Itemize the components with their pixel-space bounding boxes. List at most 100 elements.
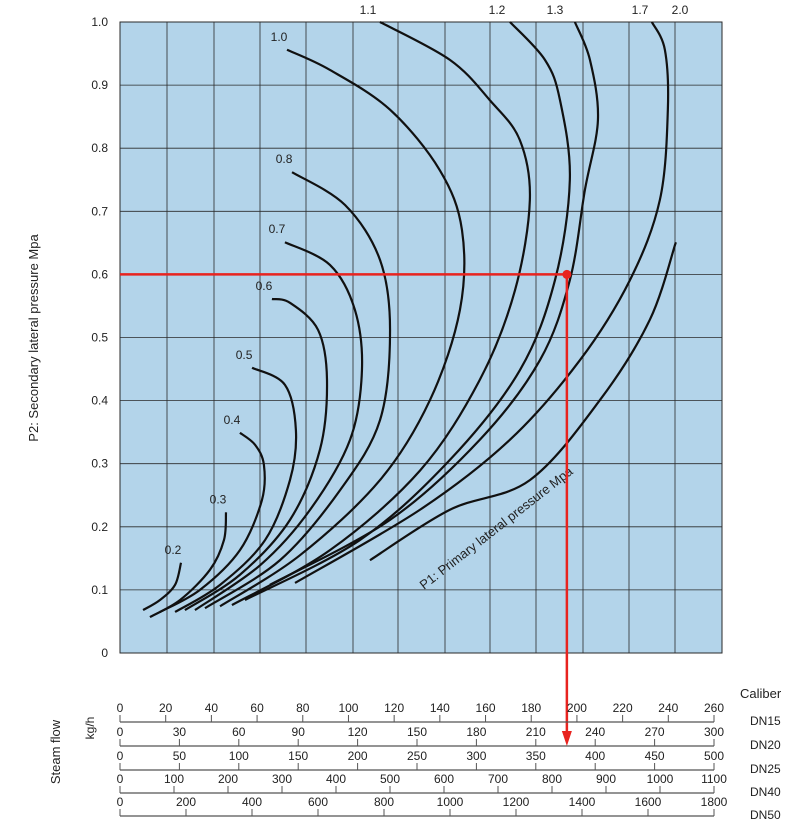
- scale-tick-label: 240: [658, 701, 678, 715]
- arrow-down-icon: [561, 731, 572, 746]
- curve-label: 0.2: [165, 543, 182, 557]
- curve-label: 0.5: [236, 348, 253, 362]
- scale-tick-label: 300: [466, 749, 486, 763]
- scale-tick-label: 210: [526, 725, 546, 739]
- curve-label: 1.7: [632, 3, 649, 17]
- caliber-label: Caliber: [740, 686, 782, 701]
- scale-tick-label: 400: [326, 772, 346, 786]
- scale-tick-label: 500: [704, 749, 724, 763]
- flow-axis-units: kg/h: [83, 717, 97, 740]
- curve-p1-1.0: [219, 48, 466, 608]
- scale-tick-label: 100: [164, 772, 184, 786]
- scale-tick-label: 200: [348, 749, 368, 763]
- scale-tick-label: 350: [526, 749, 546, 763]
- scale-tick-label: 300: [704, 725, 724, 739]
- scale-tick-label: 900: [596, 772, 616, 786]
- scale-tick-label: 100: [338, 701, 358, 715]
- highlight-point: [562, 269, 572, 279]
- curve-label: 2.0: [672, 3, 689, 17]
- caliber-dn40: DN40: [750, 785, 781, 799]
- y-tick-label: 0.9: [91, 78, 108, 92]
- y-tick-label: 0: [101, 646, 108, 660]
- scale-tick-label: 450: [645, 749, 665, 763]
- curve-label: 1.2: [489, 3, 506, 17]
- y-tick-label: 0.8: [91, 141, 108, 155]
- scale-tick-label: 700: [488, 772, 508, 786]
- scale-tick-label: 120: [348, 725, 368, 739]
- scale-tick-label: 400: [585, 749, 605, 763]
- scale-tick-label: 60: [250, 701, 264, 715]
- scale-tick-label: 0: [117, 772, 124, 786]
- scale-tick-label: 0: [117, 701, 124, 715]
- scale-tick-label: 100: [229, 749, 249, 763]
- scale-tick-label: 150: [407, 725, 427, 739]
- curve-label: 0.8: [276, 152, 293, 166]
- y-tick-label: 0.2: [91, 520, 108, 534]
- curve-label: 1.3: [547, 3, 564, 17]
- curve-p1-1.1: [231, 21, 532, 607]
- y-tick-label: 0.3: [91, 457, 108, 471]
- caliber-dn20: DN20: [750, 738, 781, 752]
- scale-tick-label: 0: [117, 749, 124, 763]
- flow-axis-title: Steam flow: [48, 719, 63, 784]
- scale-tick-label: 120: [384, 701, 404, 715]
- scale-tick-label: 30: [173, 725, 187, 739]
- scale-tick-label: 200: [176, 795, 196, 809]
- caliber-dn15: DN15: [750, 714, 781, 728]
- scale-tick-label: 1000: [437, 795, 464, 809]
- scale-tick-label: 20: [159, 701, 173, 715]
- scale-tick-label: 140: [430, 701, 450, 715]
- scale-tick-label: 160: [476, 701, 496, 715]
- scale-tick-label: 800: [542, 772, 562, 786]
- scale-tick-label: 50: [173, 749, 187, 763]
- curve-label: 0.7: [269, 222, 286, 236]
- scale-tick-label: 1600: [635, 795, 662, 809]
- y-tick-label: 0.1: [91, 583, 108, 597]
- scale-tick-label: 0: [117, 795, 124, 809]
- curve-p1-1.3: [269, 21, 600, 586]
- scale-tick-label: 1100: [701, 772, 727, 786]
- scale-tick-label: 60: [232, 725, 246, 739]
- curve-p1-0.6: [184, 297, 329, 612]
- scale-tick-label: 300: [272, 772, 292, 786]
- scale-tick-label: 600: [308, 795, 328, 809]
- scale-tick-label: 200: [218, 772, 238, 786]
- scale-tick-label: 40: [205, 701, 219, 715]
- scale-tick-label: 800: [374, 795, 394, 809]
- scale-tick-label: 600: [434, 772, 454, 786]
- scale-tick-label: 90: [292, 725, 306, 739]
- y-axis: 0 0.1 0.2 0.3 0.4 0.5 0.6 0.7 0.8 0.9 1.0: [91, 15, 108, 660]
- scale-tick-label: 180: [466, 725, 486, 739]
- caliber-dn25: DN25: [750, 762, 781, 776]
- scale-tick-label: 240: [585, 725, 605, 739]
- scale-tick-label: 260: [704, 701, 724, 715]
- curves: 0.2 0.3 0.4 0.5 0.6 0.7 0.8 1.0 1.1 1.2 1.3 1.7 2.0: [142, 3, 689, 618]
- y-axis-title: P2: Secondary lateral pressure Mpa: [26, 234, 41, 442]
- curve-p1-1.7: [294, 21, 670, 584]
- y-tick-label: 0.5: [91, 331, 108, 345]
- flow-scales: 0 20 40 60 80 100 120 140 160 180 200 220 240 260 DN15…: [117, 701, 781, 822]
- curve-label: 0.4: [224, 413, 241, 427]
- scale-tick-label: 1400: [569, 795, 596, 809]
- scale-tick-label: 150: [288, 749, 308, 763]
- scale-tick-label: 1200: [503, 795, 530, 809]
- curve-label: 1.1: [360, 3, 377, 17]
- highlight: [120, 269, 572, 746]
- scale-tick-label: 400: [242, 795, 262, 809]
- y-tick-label: 0.4: [91, 394, 108, 408]
- plot-border: [119, 21, 723, 654]
- curve-label: 0.6: [256, 279, 273, 293]
- curve-p1-0.8: [204, 171, 392, 610]
- y-tick-label: 0.6: [91, 267, 108, 281]
- curve-p1-0.4: [159, 431, 266, 613]
- curve-label: 1.0: [271, 30, 288, 44]
- curve-p1-0.2: [142, 562, 183, 612]
- scale-tick-label: 180: [521, 701, 541, 715]
- scale-tick-label: 220: [613, 701, 633, 715]
- scale-tick-label: 270: [645, 725, 665, 739]
- y-tick-label: 0.7: [91, 204, 108, 218]
- scale-tick-label: 0: [117, 725, 124, 739]
- y-tick-label: 1.0: [91, 15, 108, 29]
- curve-p1-0.7: [194, 241, 364, 611]
